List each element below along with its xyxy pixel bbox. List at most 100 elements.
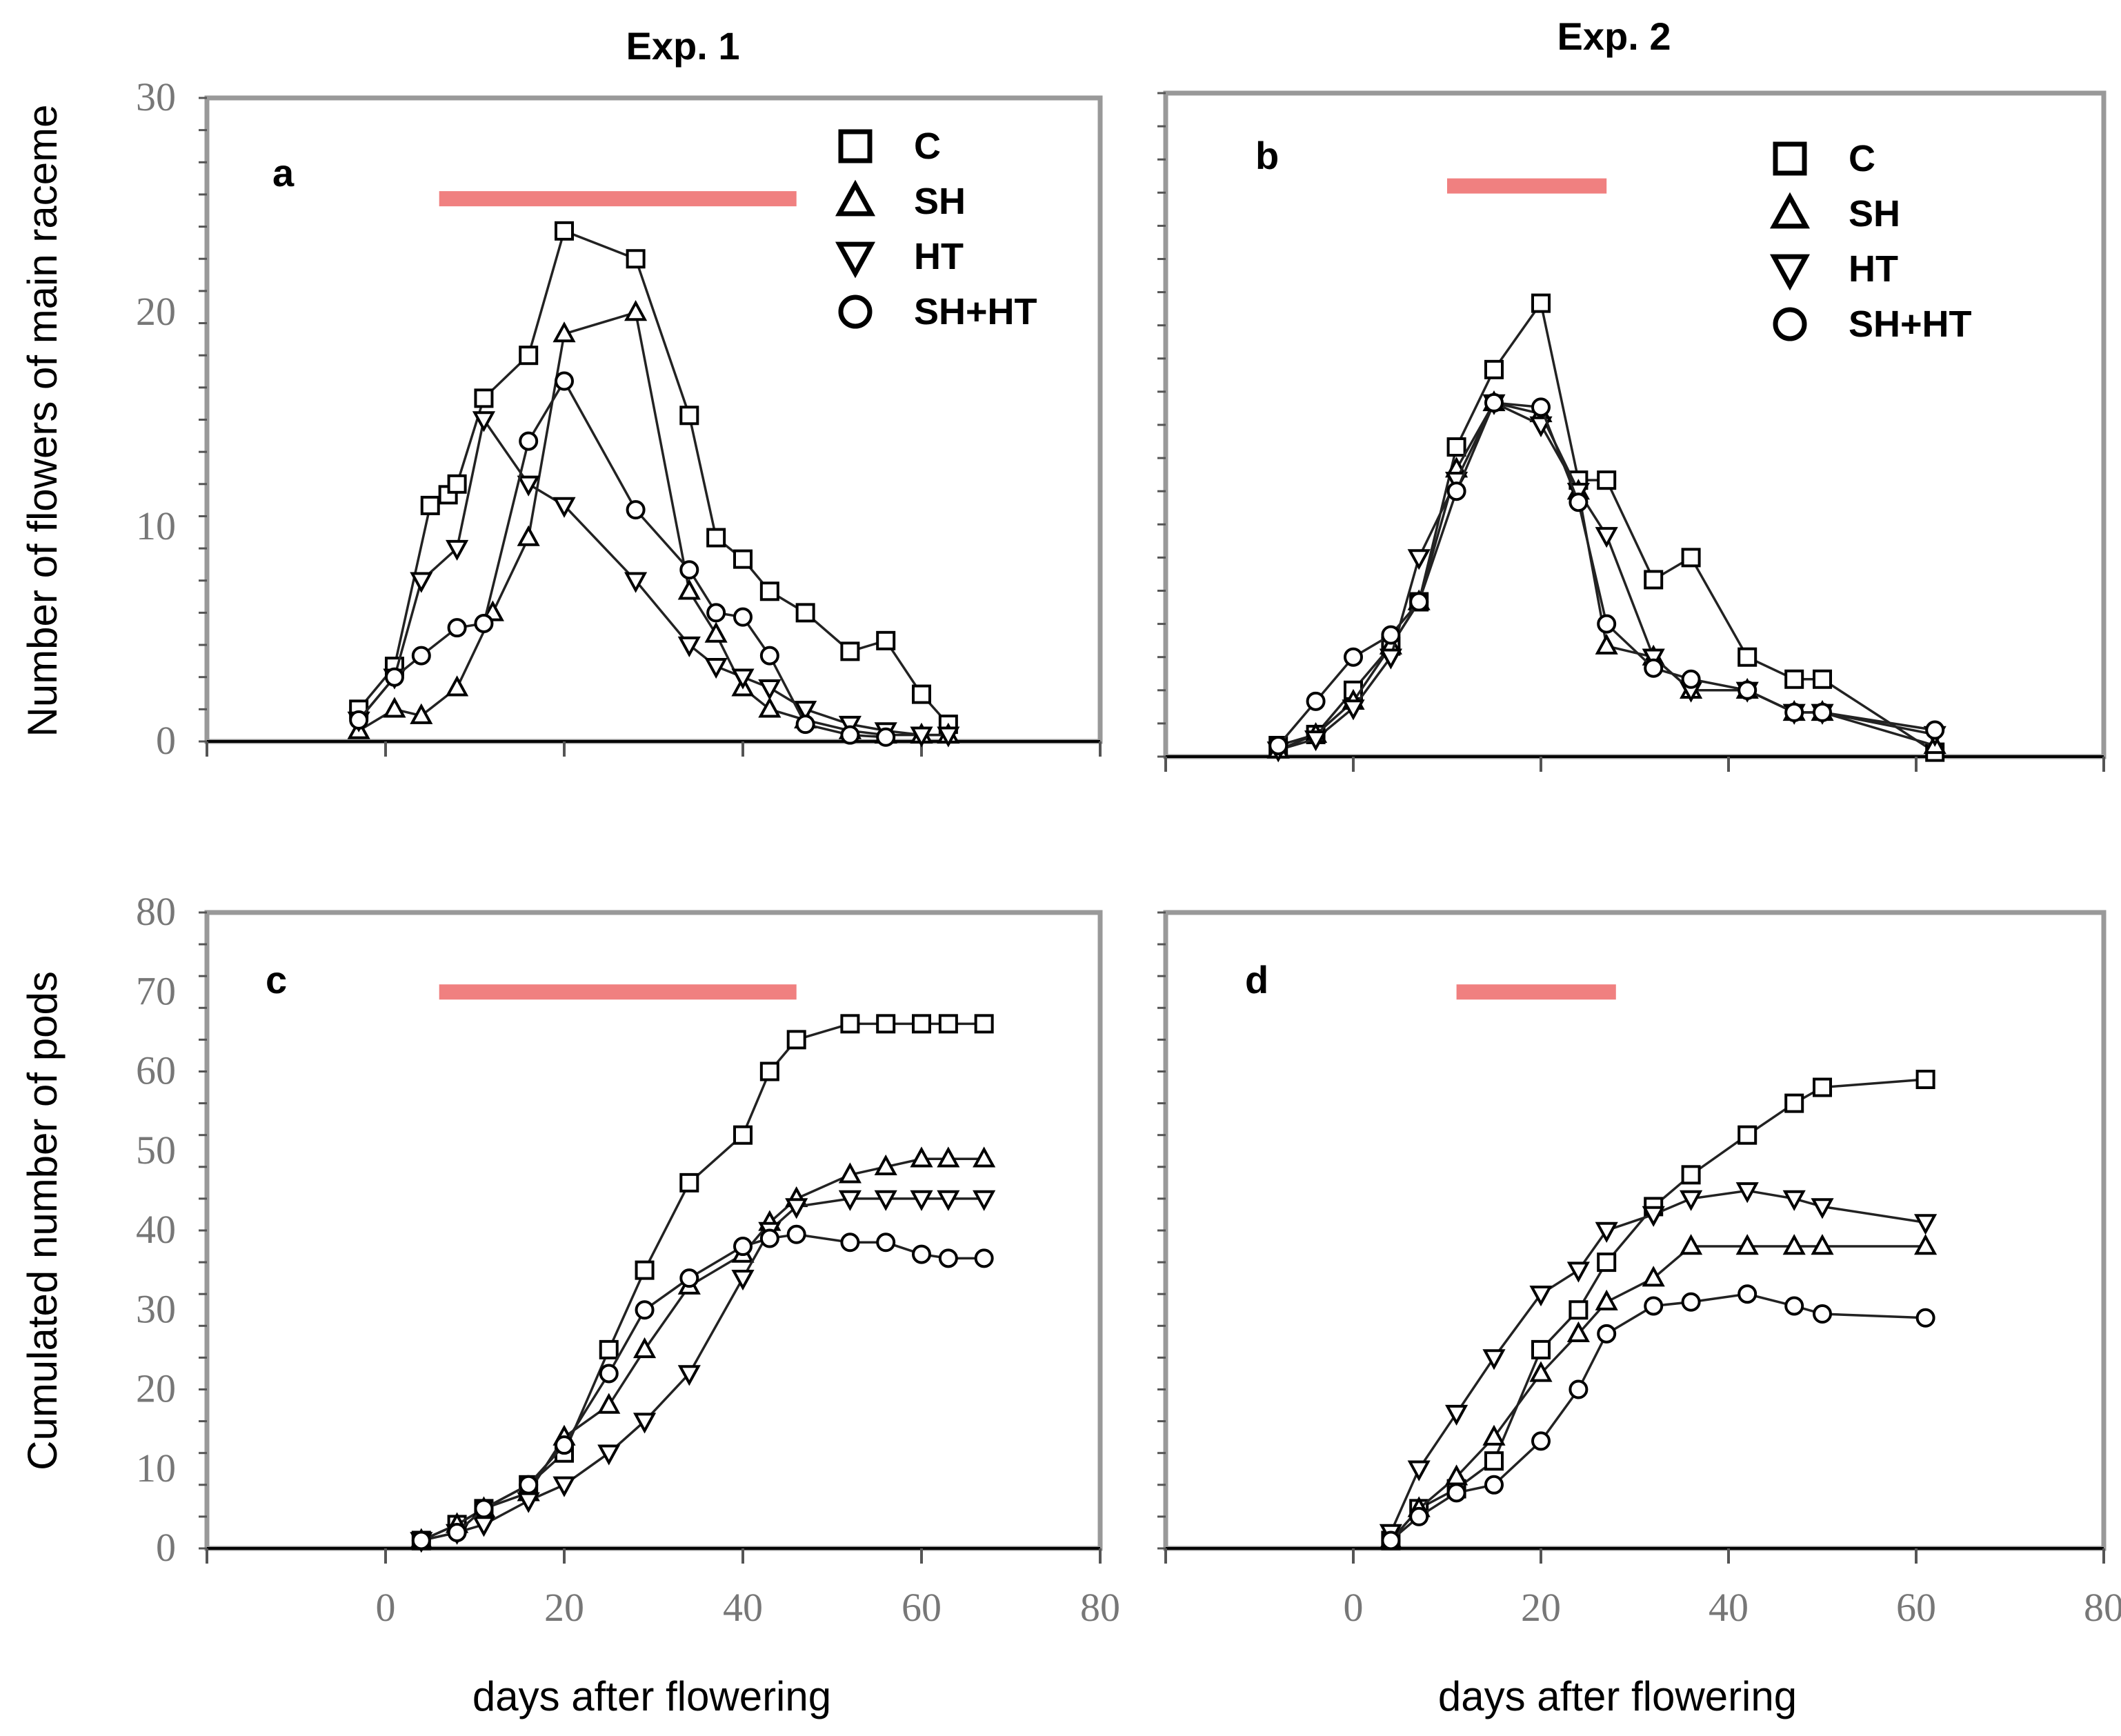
data-point [411,646,431,666]
data-point [1784,669,1804,689]
exp1-title: Exp. 1 [626,24,740,68]
data-point [599,1339,619,1359]
legend-marker [835,179,876,217]
data-point [706,603,726,623]
data-point [597,1393,621,1414]
data-point [1484,1475,1504,1495]
data-point [1915,1070,1935,1090]
legend-label: SH+HT [914,291,1037,332]
data-point [937,1190,960,1211]
data-point [912,684,931,704]
data-point [786,1224,806,1244]
y-tick-label: 40 [136,1207,176,1252]
data-point [1306,691,1326,711]
data-point [840,641,860,661]
data-point [838,1162,862,1184]
data-point [758,679,781,701]
data-point [785,1198,808,1219]
data-point [1595,633,1618,655]
data-point [1407,549,1431,570]
data-point [974,1014,994,1034]
data-point [626,500,646,520]
legend-label: C [1849,138,1875,179]
legend-label: SH [914,181,966,222]
data-point [349,710,369,730]
data-point [555,371,574,391]
series-sh-ht [1381,1284,1935,1550]
x-tick-label: 20 [544,1585,584,1630]
y-tick-label: 10 [136,503,176,548]
data-point [1681,548,1701,568]
data-point [786,1030,806,1050]
series-sh-ht [1268,392,1945,755]
y-axis-label-bottom: Cumulated number of pods [19,971,66,1470]
plot-frame [1163,90,2107,759]
data-point [1342,699,1365,721]
legend-marker [1769,254,1811,291]
data-point [1484,1451,1504,1471]
x-tick-label: 60 [902,1585,942,1630]
data-point [794,701,817,722]
data-point [937,726,960,748]
data-point [447,474,467,494]
data-point [1445,1404,1468,1426]
data-point [1681,1165,1701,1185]
y-tick-label: 0 [156,718,176,763]
data-point [840,725,860,745]
panel-label: a [272,151,295,194]
data-point [1597,614,1617,634]
data-point [973,1190,996,1211]
data-point [1529,1361,1553,1382]
x-axis-label-left: days after flowering [472,1673,831,1719]
data-point [555,221,574,241]
data-point [733,1237,753,1257]
data-point [1595,527,1618,548]
series-line [421,1022,984,1542]
data-point [912,1014,931,1034]
legend-marker [1773,141,1807,176]
data-point [677,636,701,658]
data-point [1782,1190,1806,1211]
data-point [731,1269,755,1291]
x-tick-label: 80 [1080,1585,1120,1630]
data-point [874,1190,897,1211]
data-point [410,572,433,593]
data-point [876,630,896,650]
data-point [1531,1339,1551,1359]
data-point [1569,1300,1589,1320]
x-tick-label: 60 [1896,1585,1936,1630]
data-point [704,621,728,643]
legend-label: HT [1849,248,1898,290]
data-point [447,1522,467,1542]
data-point [840,1014,860,1034]
data-point [1644,1296,1664,1316]
data-point [1446,437,1466,457]
y-tick-label: 30 [136,74,176,119]
data-point [731,668,755,690]
data-point [838,1190,862,1211]
series-sh-ht [411,1224,994,1550]
series-line [1390,1293,1926,1542]
data-point [1813,1077,1832,1097]
data-point [1735,1234,1759,1255]
data-point [677,579,701,600]
data-point [1531,397,1551,417]
data-point [1566,1321,1590,1343]
y-tick-label: 80 [136,889,176,934]
series-line [358,310,948,737]
panel-label: d [1245,958,1268,1001]
data-point [517,525,540,546]
data-point [1644,658,1664,678]
panel-c: 0 10 20 30 40 50 60 70 80 0 20 40 60 80 c [136,889,1120,1630]
series-ht [347,411,960,748]
data-point [1597,470,1617,490]
series-ht [1379,1182,1938,1545]
y-tick-label: 60 [136,1048,176,1093]
data-point [704,657,728,679]
x-tick-label: 0 [376,1585,396,1630]
data-point [599,1364,619,1384]
series-line [1389,1189,1926,1533]
panel-label: b [1255,134,1279,177]
data-point [733,607,753,627]
y-tick-label: 50 [136,1128,176,1173]
